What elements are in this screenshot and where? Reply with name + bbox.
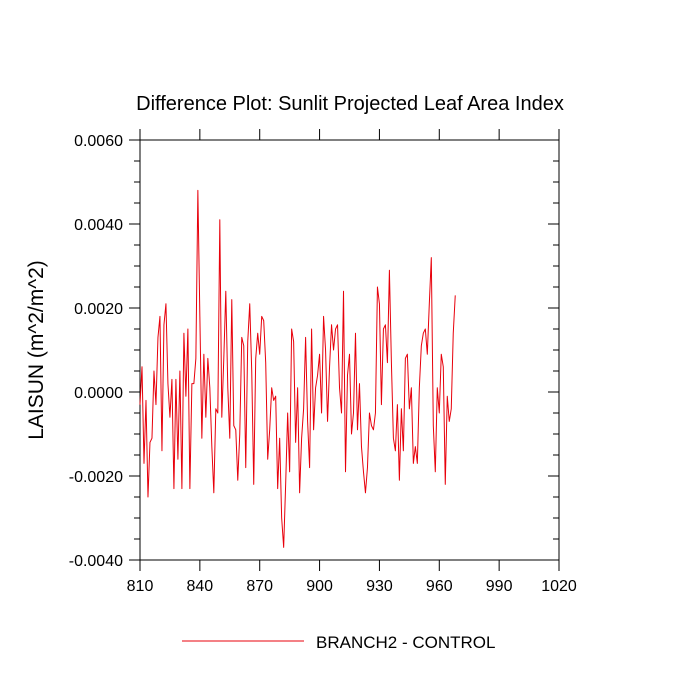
chart-title: Difference Plot: Sunlit Projected Leaf A… (136, 93, 564, 115)
x-tick-label: 1020 (541, 578, 577, 595)
x-tick-label: 930 (366, 578, 393, 595)
axis-ticks (129, 129, 560, 571)
y-tick-label: 0.0060 (74, 133, 123, 150)
legend: BRANCH2 - CONTROL (182, 633, 495, 652)
y-tick-labels: -0.0040 -0.0020 0.0000 0.0020 0.0040 0.0060 (69, 133, 123, 570)
x-tick-labels: 810 840 870 900 930 960 990 1020 (127, 578, 577, 595)
y-tick-label: 0.0020 (74, 301, 123, 318)
legend-label: BRANCH2 - CONTROL (316, 633, 495, 652)
y-axis-label: LAISUN (m^2/m^2) (25, 260, 48, 440)
x-tick-label: 960 (426, 578, 453, 595)
x-tick-label: 990 (486, 578, 513, 595)
plot-area: -0.0040 -0.0020 0.0000 0.0020 0.0040 0.0060 8… (69, 129, 577, 595)
x-tick-label: 810 (127, 578, 154, 595)
x-tick-label: 870 (246, 578, 273, 595)
y-tick-label: 0.0040 (74, 217, 123, 234)
x-tick-label: 840 (187, 578, 214, 595)
y-tick-label: -0.0040 (69, 553, 123, 570)
y-tick-label: -0.0020 (69, 469, 123, 486)
y-tick-label: 0.0000 (74, 385, 123, 402)
x-tick-label: 900 (306, 578, 333, 595)
series-line-branch2-control (139, 189, 456, 548)
